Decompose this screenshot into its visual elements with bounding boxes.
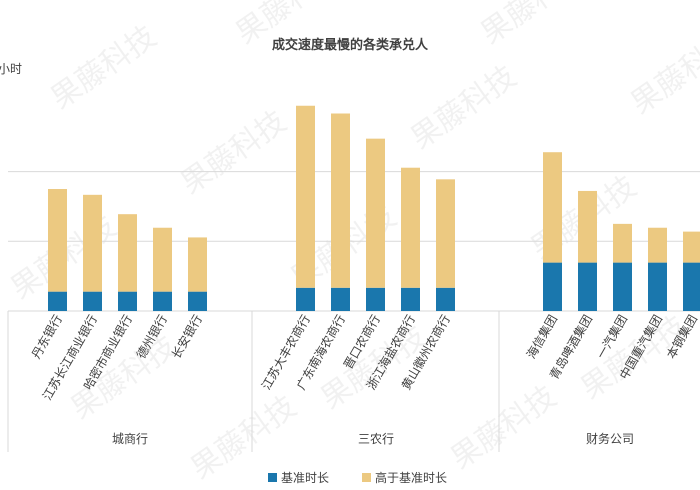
legend-swatch: [268, 473, 277, 482]
watermark-text: 果藤科技: [475, 0, 593, 52]
group-label: 城商行: [112, 431, 148, 446]
chart-title: 成交速度最慢的各类承兑人: [272, 37, 429, 53]
group-label: 财务公司: [586, 431, 634, 446]
bar-base: [648, 262, 667, 311]
bar-above: [578, 190, 597, 263]
bar-above: [366, 138, 385, 288]
bar-above: [153, 227, 172, 292]
bar-above: [118, 214, 137, 292]
watermark-text: 果藤科技: [175, 104, 293, 201]
bar-base: [543, 262, 562, 311]
legend-swatch: [362, 473, 371, 482]
bar-base: [331, 287, 350, 311]
bar-base: [118, 291, 137, 311]
bar-above: [436, 179, 455, 288]
category-label: 长安银行: [168, 312, 205, 361]
bar-base: [683, 262, 700, 311]
legend-label: 高于基准时长: [375, 470, 447, 485]
bar-above: [613, 223, 632, 263]
watermark-text: 果藤科技: [45, 19, 163, 116]
legend-label: 基准时长: [281, 471, 329, 485]
bar-above: [648, 227, 667, 263]
bar-base: [613, 262, 632, 311]
bar-base: [83, 291, 102, 311]
bar-base: [153, 291, 172, 311]
group-label: 三农行: [358, 432, 394, 446]
bar-above: [296, 105, 315, 288]
watermark-text: 果藤科技: [405, 59, 523, 156]
bar-base: [296, 287, 315, 311]
category-label: 海信集团: [523, 312, 560, 361]
bars: [48, 105, 700, 311]
category-label: 丹东银行: [29, 313, 65, 362]
bar-base: [401, 287, 420, 311]
watermark-text: 果藤科技: [445, 379, 563, 476]
bar-base: [366, 287, 385, 311]
bar-above: [48, 189, 67, 292]
bar-above: [331, 113, 350, 288]
bar-base: [48, 291, 67, 311]
legend: 基准时长 高于基准时长: [268, 470, 447, 485]
bar-base: [188, 291, 207, 311]
bar-above: [401, 167, 420, 288]
y-axis-label: 小时: [0, 62, 22, 76]
bar-base: [578, 262, 597, 311]
bar-above: [83, 194, 102, 292]
bar-base: [436, 287, 455, 311]
watermark-text: 果藤科技: [625, 24, 700, 121]
bar-above: [188, 237, 207, 292]
bar-above: [543, 152, 562, 263]
bar-above: [683, 231, 700, 263]
